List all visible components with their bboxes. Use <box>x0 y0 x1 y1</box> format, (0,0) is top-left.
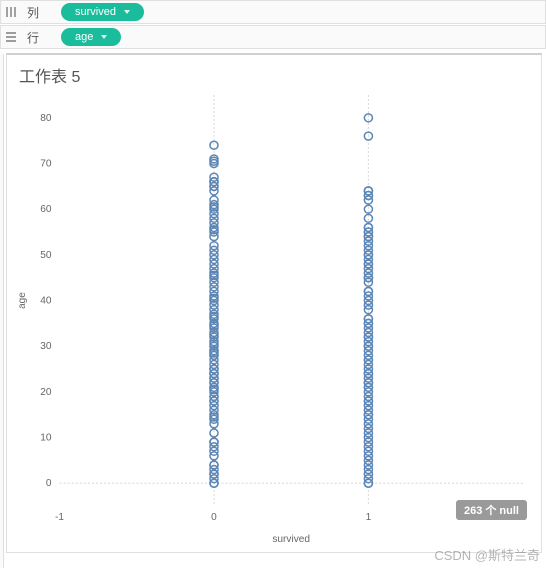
columns-shelf[interactable]: 列 survived <box>0 0 546 24</box>
left-panel-stub <box>0 54 4 568</box>
svg-text:40: 40 <box>40 296 52 307</box>
rows-shelf[interactable]: 行 age <box>0 25 546 49</box>
data-points <box>210 114 373 487</box>
rows-icon <box>5 31 21 43</box>
null-indicator[interactable]: 263 个 null <box>456 500 527 520</box>
svg-text:20: 20 <box>40 387 52 398</box>
svg-text:50: 50 <box>40 250 52 261</box>
svg-text:survived: survived <box>272 534 310 545</box>
rows-shelf-label: 行 <box>27 29 55 46</box>
svg-text:0: 0 <box>46 478 52 489</box>
svg-text:0: 0 <box>211 512 217 523</box>
svg-text:-1: -1 <box>55 512 64 523</box>
svg-text:30: 30 <box>40 341 52 352</box>
svg-text:1: 1 <box>366 512 372 523</box>
svg-text:80: 80 <box>40 113 52 124</box>
worksheet-panel: 工作表 5 01020304050607080-1012survivedage … <box>6 53 542 553</box>
svg-text:10: 10 <box>40 433 52 444</box>
rows-pill[interactable]: age <box>61 28 121 46</box>
columns-shelf-label: 列 <box>27 4 55 21</box>
svg-text:70: 70 <box>40 159 52 170</box>
columns-icon <box>5 6 21 18</box>
svg-text:age: age <box>17 292 28 309</box>
svg-text:60: 60 <box>40 204 52 215</box>
columns-pill[interactable]: survived <box>61 3 144 21</box>
chart-area[interactable]: 01020304050607080-1012survivedage 263 个 … <box>11 89 537 548</box>
worksheet-title: 工作表 5 <box>11 59 537 93</box>
strip-plot: 01020304050607080-1012survivedage <box>11 89 537 548</box>
